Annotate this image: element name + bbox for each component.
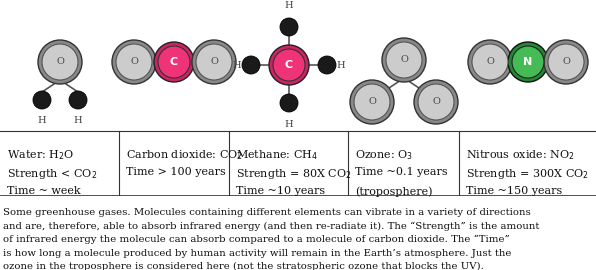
Text: H: H — [285, 1, 293, 10]
Ellipse shape — [269, 45, 309, 85]
Text: C: C — [170, 57, 178, 67]
Text: H: H — [38, 116, 46, 125]
Ellipse shape — [382, 38, 426, 82]
Text: Time ~ week: Time ~ week — [7, 186, 80, 196]
Text: Ozone: O$_3$: Ozone: O$_3$ — [355, 148, 413, 162]
Text: O: O — [130, 58, 138, 66]
Ellipse shape — [38, 40, 82, 84]
Ellipse shape — [158, 46, 190, 78]
Ellipse shape — [472, 44, 508, 80]
Text: O: O — [432, 97, 440, 106]
Ellipse shape — [548, 44, 584, 80]
Ellipse shape — [386, 42, 422, 78]
Text: O: O — [486, 58, 494, 66]
Text: Strength < CO$_2$: Strength < CO$_2$ — [7, 167, 97, 181]
Text: and are, therefore, able to absorb infrared energy (and then re-radiate it). The: and are, therefore, able to absorb infra… — [3, 221, 539, 231]
Text: Methane: CH$_4$: Methane: CH$_4$ — [236, 148, 318, 162]
Text: H: H — [337, 60, 345, 69]
Ellipse shape — [354, 84, 390, 120]
Text: Time ~0.1 years: Time ~0.1 years — [355, 167, 448, 177]
Ellipse shape — [196, 44, 232, 80]
Ellipse shape — [544, 40, 588, 84]
Text: ozone in the troposphere is considered here (not the stratospheric ozone that bl: ozone in the troposphere is considered h… — [3, 262, 484, 270]
Ellipse shape — [414, 80, 458, 124]
Circle shape — [280, 94, 298, 112]
Ellipse shape — [350, 80, 394, 124]
Circle shape — [318, 56, 336, 74]
Text: Carbon dioxide: CO$_2$: Carbon dioxide: CO$_2$ — [126, 148, 243, 162]
Text: Time ~150 years: Time ~150 years — [466, 186, 562, 196]
Text: Time ~10 years: Time ~10 years — [236, 186, 325, 196]
Text: Strength = 80X CO$_2$: Strength = 80X CO$_2$ — [236, 167, 352, 181]
Circle shape — [242, 56, 260, 74]
Text: Time > 100 years: Time > 100 years — [126, 167, 226, 177]
Text: is how long a molecule produced by human activity will remain in the Earth’s atm: is how long a molecule produced by human… — [3, 248, 511, 258]
Text: Strength = 300X CO$_2$: Strength = 300X CO$_2$ — [466, 167, 589, 181]
Ellipse shape — [192, 40, 236, 84]
Text: Water: H$_2$O: Water: H$_2$O — [7, 148, 74, 162]
Ellipse shape — [42, 44, 78, 80]
Ellipse shape — [418, 84, 454, 120]
Text: of infrared energy the molecule can absorb compared to a molecule of carbon diox: of infrared energy the molecule can abso… — [3, 235, 510, 244]
Text: N: N — [523, 57, 533, 67]
Text: H: H — [74, 116, 82, 125]
Text: O: O — [400, 56, 408, 65]
Ellipse shape — [508, 42, 548, 82]
Ellipse shape — [112, 40, 156, 84]
Circle shape — [280, 18, 298, 36]
Ellipse shape — [512, 46, 544, 78]
Ellipse shape — [116, 44, 152, 80]
Text: Some greenhouse gases. Molecules containing different elements can vibrate in a : Some greenhouse gases. Molecules contain… — [3, 208, 531, 217]
Text: (troposphere): (troposphere) — [355, 186, 433, 197]
Text: O: O — [56, 58, 64, 66]
Text: C: C — [285, 60, 293, 70]
Text: O: O — [210, 58, 218, 66]
Text: H: H — [232, 60, 241, 69]
Ellipse shape — [154, 42, 194, 82]
Circle shape — [69, 91, 87, 109]
Ellipse shape — [273, 49, 305, 81]
Ellipse shape — [468, 40, 512, 84]
Circle shape — [33, 91, 51, 109]
Text: O: O — [562, 58, 570, 66]
Text: O: O — [368, 97, 376, 106]
Text: Nitrous oxide: NO$_2$: Nitrous oxide: NO$_2$ — [466, 148, 575, 162]
Text: H: H — [285, 120, 293, 129]
